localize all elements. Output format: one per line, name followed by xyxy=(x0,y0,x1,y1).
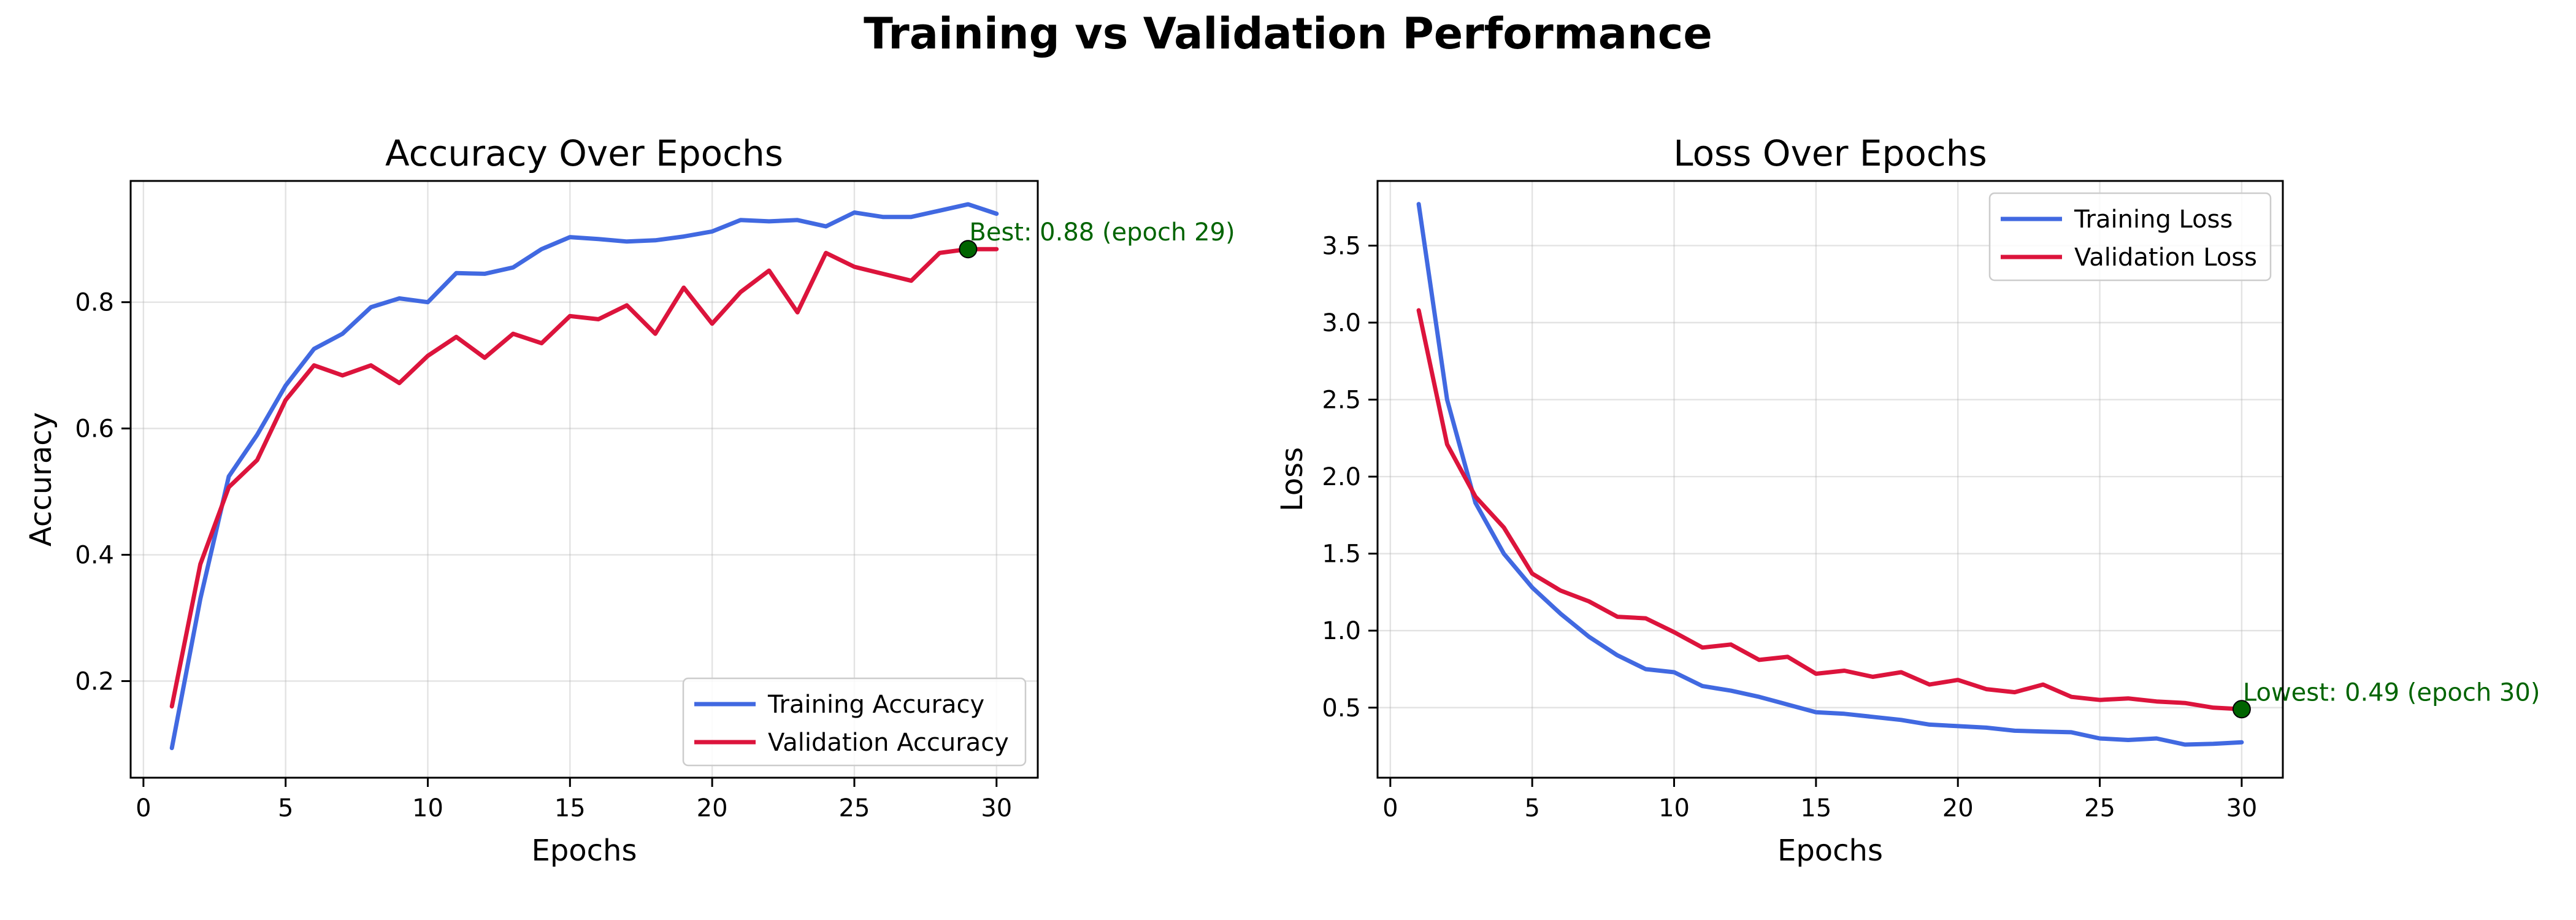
accuracy-panel: Best: 0.88 (epoch 29) 0 5 10 15 20 25 30 0.2 0.4 0… xyxy=(24,132,1235,868)
accuracy-y-axis-label: Accuracy xyxy=(24,412,58,546)
loss-chart-title: Loss Over Epochs xyxy=(1673,132,1987,174)
loss-legend-label-training: Training Loss xyxy=(2074,205,2233,234)
accuracy-xtick-label: 20 xyxy=(697,794,728,822)
loss-ytick-label: 1.5 xyxy=(1322,540,1361,569)
accuracy-ytick-label: 0.4 xyxy=(75,542,114,570)
loss-annotation-marker xyxy=(2232,700,2251,719)
loss-ytick-label: 0.5 xyxy=(1322,694,1361,723)
loss-axes-frame xyxy=(1376,180,2284,779)
accuracy-series-validation-line xyxy=(169,247,999,709)
loss-xtick-label: 30 xyxy=(2226,794,2257,822)
accuracy-xtick-label: 30 xyxy=(981,794,1012,822)
loss-ytick-label: 2.5 xyxy=(1322,386,1361,415)
loss-legend-label-validation: Validation Loss xyxy=(2074,243,2257,272)
accuracy-xtick-label: 10 xyxy=(412,794,443,822)
accuracy-xtick-label: 0 xyxy=(136,794,151,822)
accuracy-xtick-label: 15 xyxy=(554,794,586,822)
loss-ytick-label: 2.0 xyxy=(1322,463,1361,491)
figure-title: Training vs Validation Performance xyxy=(864,9,1712,59)
accuracy-chart-title: Accuracy Over Epochs xyxy=(385,132,783,174)
accuracy-xtick-label: 25 xyxy=(839,794,870,822)
loss-y-axis-label: Loss xyxy=(1275,447,1309,512)
accuracy-legend-label-validation: Validation Accuracy xyxy=(768,729,1009,757)
loss-xtick-label: 0 xyxy=(1382,794,1398,822)
loss-legend: Training Loss Validation Loss xyxy=(1988,192,2272,282)
accuracy-ytick-label: 0.6 xyxy=(75,415,114,443)
loss-xtick-label: 20 xyxy=(1942,794,1974,822)
loss-xtick-label: 15 xyxy=(1800,794,1831,822)
loss-ytick-label: 3.5 xyxy=(1322,232,1361,260)
loss-series-validation-line xyxy=(1416,308,2244,711)
accuracy-annotation-marker xyxy=(959,240,978,259)
accuracy-x-axis-label: Epochs xyxy=(532,834,637,868)
loss-ytick-label: 3.0 xyxy=(1322,309,1361,337)
loss-series-training-line xyxy=(1416,202,2244,747)
loss-xtick-label: 5 xyxy=(1524,794,1539,822)
accuracy-ytick-label: 0.8 xyxy=(75,289,114,317)
loss-annotation-label: Lowest: 0.49 (epoch 30) xyxy=(2243,678,2540,707)
loss-panel: Lowest: 0.49 (epoch 30) 0 5 10 15 20 25 30 0.5 1.… xyxy=(1275,132,2540,868)
accuracy-ytick-label: 0.2 xyxy=(75,667,114,696)
accuracy-legend-label-training: Training Accuracy xyxy=(767,691,984,719)
loss-xtick-label: 10 xyxy=(1658,794,1690,822)
accuracy-xtick-label: 5 xyxy=(278,794,293,822)
accuracy-legend: Training Accuracy Validation Accuracy xyxy=(682,677,1027,767)
accuracy-series-training-line xyxy=(169,202,999,751)
accuracy-axes-frame xyxy=(129,180,1039,779)
loss-xtick-label: 25 xyxy=(2084,794,2115,822)
accuracy-annotation-label: Best: 0.88 (epoch 29) xyxy=(969,218,1235,247)
loss-ytick-label: 1.0 xyxy=(1322,617,1361,645)
accuracy-legend-box xyxy=(682,677,1027,767)
loss-x-axis-label: Epochs xyxy=(1777,834,1883,868)
